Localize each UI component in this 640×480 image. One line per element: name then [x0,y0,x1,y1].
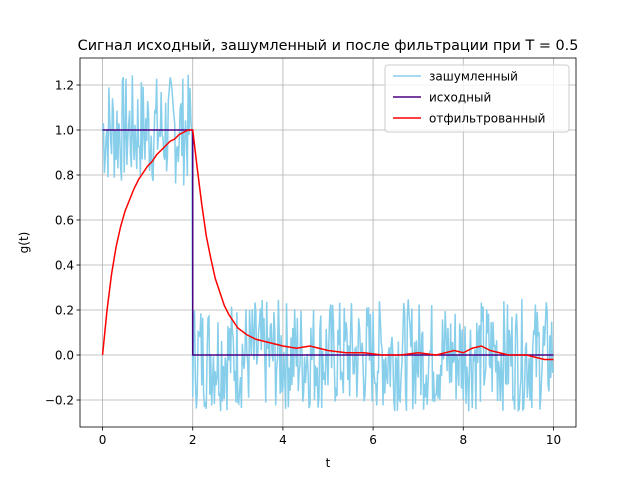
legend-entry-label: отфильтрованный [429,112,545,126]
legend: зашумленный исходный отфильтрованный [384,64,570,133]
y-tick-label: 0.6 [55,213,74,227]
y-tick-label: 0.2 [55,303,74,317]
legend-entry-label: исходный [429,91,491,105]
x-tick-label: 8 [459,433,467,447]
original-signal-line [102,129,554,356]
x-tick-label: 10 [546,433,561,447]
x-tick-label: 0 [99,433,107,447]
axis-ticks: 0 2 4 6 8 10 −0.2 0.0 0.2 0.4 0.6 0.8 1.0 1.2 [45,78,561,447]
axes-frame [79,57,577,428]
y-tick-label: −0.2 [45,393,74,407]
plot-area [101,74,555,413]
legend-box [384,64,570,133]
x-tick-label: 6 [369,433,377,447]
filtered-signal-line [101,129,554,361]
x-axis-label: t [326,456,331,470]
x-tick-label: 2 [189,433,197,447]
x-tick-label: 4 [279,433,287,447]
legend-entry-label: зашумленный [429,70,518,84]
y-tick-label: 1.0 [55,123,74,137]
y-tick-label: 1.2 [55,78,74,92]
y-tick-label: 0.8 [55,168,74,182]
y-axis-label: g(t) [17,232,31,254]
y-tick-label: 0.4 [55,258,74,272]
chart-title: Сигнал исходный, зашумленный и после фил… [78,38,579,54]
noisy-signal-line [101,74,555,413]
y-tick-label: 0.0 [55,348,74,362]
